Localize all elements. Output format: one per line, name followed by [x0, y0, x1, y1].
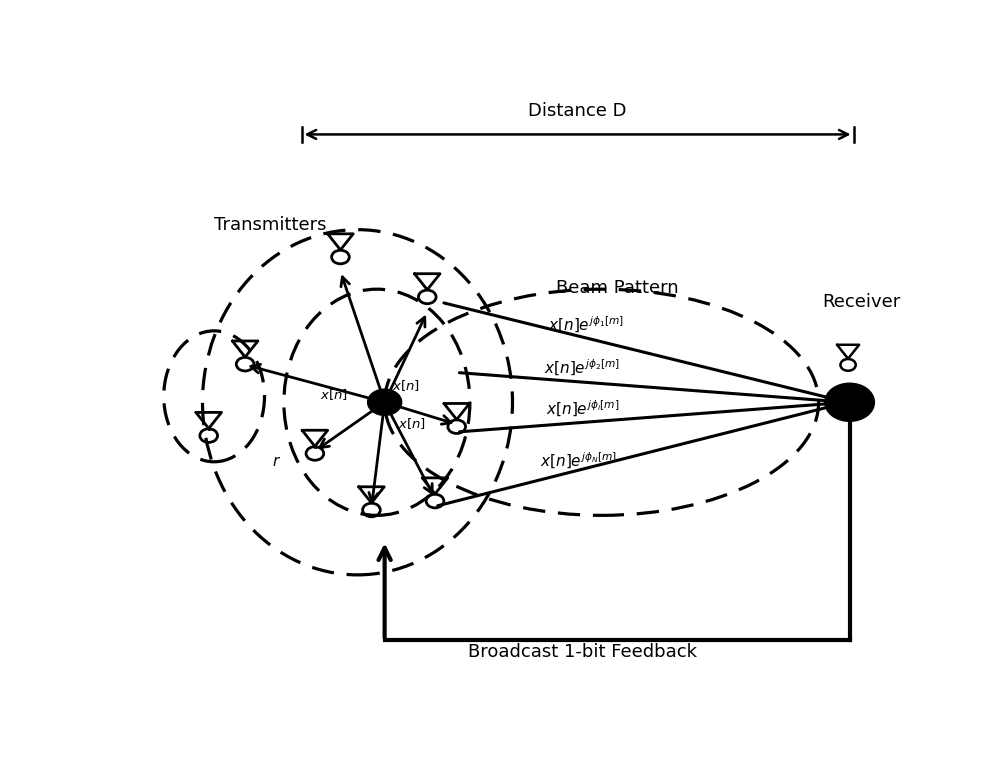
Text: $x[n]e^{j\phi_2[m]}$: $x[n]e^{j\phi_2[m]}$	[544, 358, 620, 378]
Text: $x[n]e^{j\phi_i[m]}$: $x[n]e^{j\phi_i[m]}$	[546, 400, 619, 420]
Text: $x[n]$: $x[n]$	[320, 387, 348, 402]
Text: Distance D: Distance D	[528, 101, 627, 120]
Text: $r$: $r$	[272, 455, 281, 469]
Text: $x[n]e^{j\phi_1[m]}$: $x[n]e^{j\phi_1[m]}$	[548, 315, 624, 335]
Circle shape	[368, 389, 402, 415]
Text: Receiver: Receiver	[822, 293, 900, 312]
Text: Broadcast 1-bit Feedback: Broadcast 1-bit Feedback	[468, 643, 697, 661]
Text: Transmitters: Transmitters	[214, 216, 327, 234]
Text: $x[n]$: $x[n]$	[392, 378, 419, 393]
Text: $x[n]e^{j\phi_N[m]}$: $x[n]e^{j\phi_N[m]}$	[540, 451, 617, 471]
Text: Beam Pattern: Beam Pattern	[556, 279, 678, 297]
Text: $x[n]$: $x[n]$	[398, 416, 426, 431]
Circle shape	[825, 383, 874, 421]
